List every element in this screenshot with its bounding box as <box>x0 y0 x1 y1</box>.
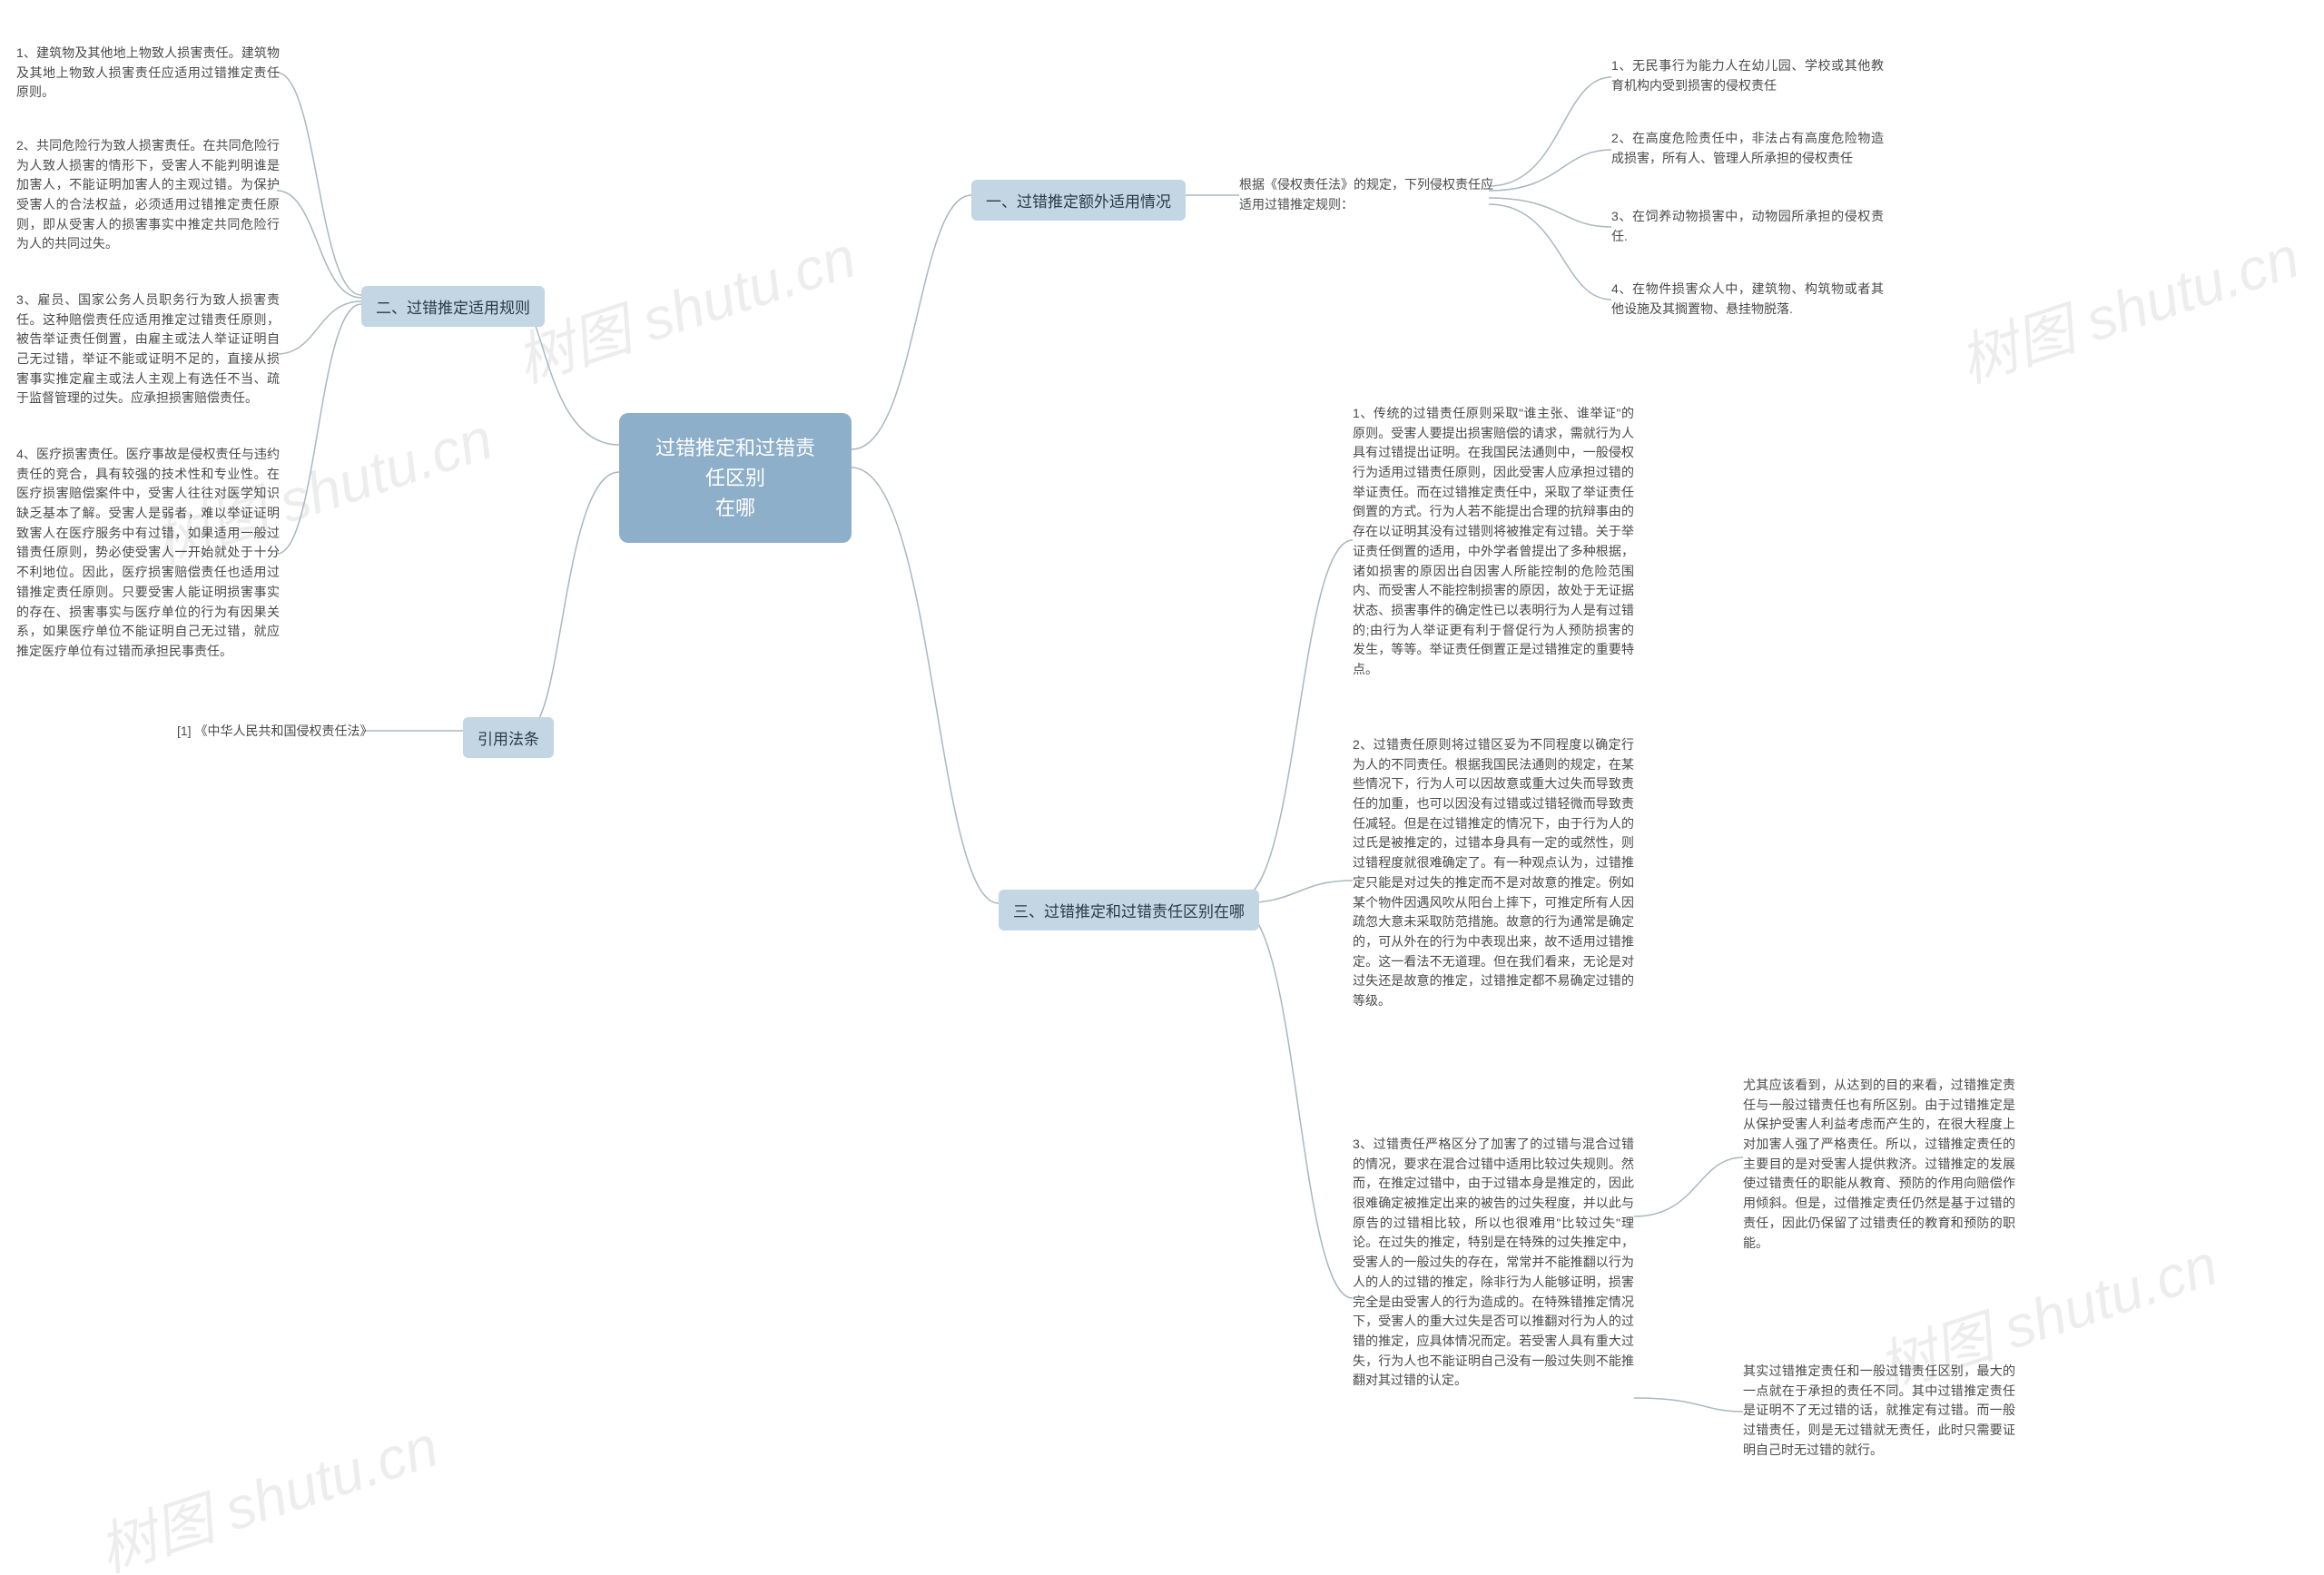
watermark: 树图 shutu.cn <box>86 1400 447 1575</box>
connector-layer <box>0 0 2324 1575</box>
branch-4-item-1: [1] 《中华人民共和国侵权责任法》 <box>177 722 368 742</box>
center-line2: 在哪 <box>648 493 822 523</box>
center-node: 过错推定和过错责任区别 在哪 <box>619 413 852 543</box>
branch-3-item-2: 2、过错责任原则将过错区妥为不同程度以确定行为人的不同责任。根据我国民法通则的规… <box>1353 735 1634 1011</box>
mindmap-canvas: 树图 shutu.cn 树图 shutu.cn 树图 shutu.cn 树图 s… <box>0 0 2324 1575</box>
branch-1-item-1: 1、无民事行为能力人在幼儿园、学校或其他教育机构内受到损害的侵权责任 <box>1611 56 1884 95</box>
center-line1: 过错推定和过错责任区别 <box>648 433 822 493</box>
branch-3-item-3: 3、过错责任严格区分了加害了的过错与混合过错的情况，要求在混合过错中适用比较过失… <box>1353 1135 1634 1391</box>
branch-2: 二、过错推定适用规则 <box>361 286 545 327</box>
branch-2-item-3: 3、雇员、国家公务人员职务行为致人损害责任。这种赔偿责任应适用推定过错责任原则，… <box>16 290 280 409</box>
branch-1: 一、过错推定额外适用情况 <box>971 180 1186 221</box>
branch-3-sub-a: 尤其应该看到，从达到的目的来看，过错推定责任与一般过错责任也有所区别。由于过错推… <box>1743 1076 2015 1253</box>
branch-1-item-2: 2、在高度危险责任中，非法占有高度危险物造成损害，所有人、管理人所承担的侵权责任 <box>1611 129 1884 168</box>
watermark: 树图 shutu.cn <box>1947 211 2308 399</box>
branch-4: 引用法条 <box>463 717 554 758</box>
branch-1-item-3: 3、在饲养动物损害中，动物园所承担的侵权责任. <box>1611 207 1884 246</box>
branch-3: 三、过错推定和过错责任区别在哪 <box>999 890 1259 930</box>
watermark: 树图 shutu.cn <box>504 211 864 399</box>
branch-1-intro: 根据《侵权责任法》的规定，下列侵权责任应适用过错推定规则： <box>1239 175 1493 214</box>
branch-2-item-1: 1、建筑物及其他地上物致人损害责任。建筑物及其地上物致人损害责任应适用过错推定责… <box>16 44 280 103</box>
branch-2-item-2: 2、共同危险行为致人损害责任。在共同危险行为人致人损害的情形下，受害人不能判明谁… <box>16 136 280 254</box>
branch-1-item-4: 4、在物件损害众人中，建筑物、构筑物或者其他设施及其搁置物、悬挂物脱落. <box>1611 280 1884 319</box>
branch-3-item-1: 1、传统的过错责任原则采取"谁主张、谁举证"的原则。受害人要提出损害赔偿的请求，… <box>1353 404 1634 680</box>
branch-3-sub-b: 其实过错推定责任和一般过错责任区别，最大的一点就在于承担的责任不同。其中过错推定… <box>1743 1362 2015 1460</box>
branch-2-item-4: 4、医疗损害责任。医疗事故是侵权责任与违约责任的竞合，具有较强的技术性和专业性。… <box>16 445 280 662</box>
